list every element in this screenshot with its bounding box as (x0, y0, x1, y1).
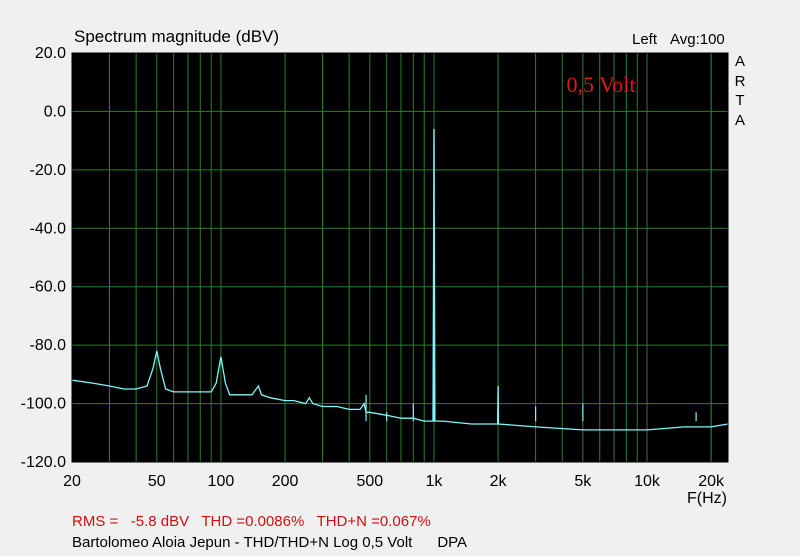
channel-label: Left (632, 31, 658, 48)
x-tick-label: 500 (356, 473, 383, 490)
averaging-label: Avg:100 (670, 31, 725, 48)
brand-letter: A (734, 111, 745, 129)
brand-letter: R (734, 72, 746, 90)
brand-letter: A (734, 53, 745, 70)
plot-area (72, 53, 728, 462)
y-tick-label: -120.0 (21, 454, 66, 471)
y-tick-label: 20.0 (35, 45, 66, 62)
chart-annotation: 0,5 Volt (567, 72, 636, 97)
y-tick-label: 0.0 (44, 103, 66, 120)
y-tick-label: -40.0 (30, 220, 67, 237)
x-tick-label: 5k (574, 473, 592, 490)
chart-caption: Bartolomeo Aloia Jepun - THD/THD+N Log 0… (72, 534, 468, 551)
x-tick-label: 200 (272, 473, 299, 490)
y-tick-label: -100.0 (21, 396, 66, 413)
y-tick-label: -60.0 (30, 279, 67, 296)
x-tick-label: 2k (490, 473, 508, 490)
x-tick-label: 100 (208, 473, 235, 490)
chart-title: Spectrum magnitude (dBV) (74, 27, 280, 46)
spectrum-trace (71, 128, 729, 431)
y-tick-label: -20.0 (30, 162, 67, 179)
x-tick-label: 1k (426, 473, 444, 490)
x-axis-label: F(Hz) (687, 490, 727, 507)
x-tick-label: 50 (148, 473, 166, 490)
y-tick-label: -80.0 (30, 337, 67, 354)
plot-frame (71, 52, 729, 463)
x-tick-label: 20k (698, 473, 725, 490)
brand-vertical: A R T A (733, 52, 747, 130)
measurement-stats: RMS = -5.8 dBV THD =0.0086% THD+N =0.067… (72, 513, 431, 530)
brand-letter: T (735, 92, 745, 109)
x-tick-label: 10k (634, 473, 661, 490)
x-tick-label: 20 (63, 473, 81, 490)
